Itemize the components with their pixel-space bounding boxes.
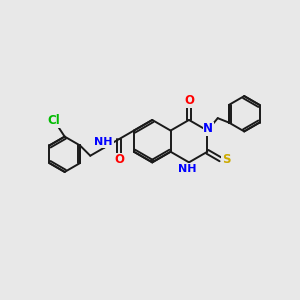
Text: O: O (114, 153, 124, 166)
Text: N: N (203, 122, 213, 135)
Text: NH: NH (178, 164, 197, 174)
Text: NH: NH (94, 137, 113, 147)
Text: O: O (184, 94, 194, 107)
Text: S: S (222, 153, 230, 166)
Text: Cl: Cl (47, 115, 60, 128)
